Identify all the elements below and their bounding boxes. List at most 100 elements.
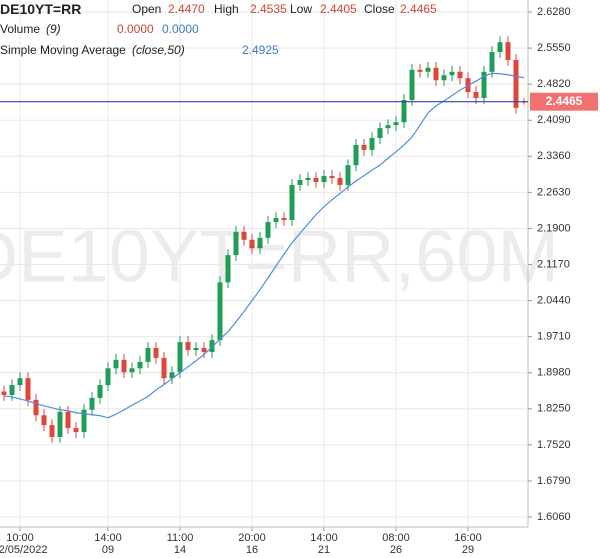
- candle-body: [289, 184, 295, 221]
- candle-body: [409, 69, 415, 100]
- candle-body: [65, 411, 71, 429]
- candle-body: [457, 71, 463, 79]
- candle-body: [185, 342, 191, 350]
- candle-body: [161, 357, 167, 379]
- candle-body: [209, 340, 215, 352]
- watermark: DE10YT=RR,60M: [0, 215, 559, 298]
- candle-body: [321, 176, 327, 182]
- x-tick-label: 14:00: [94, 532, 122, 544]
- low-value: 2.4405: [320, 2, 357, 16]
- low-label: Low: [290, 2, 313, 16]
- candle-body: [57, 411, 63, 437]
- y-tick-label: 1.7520: [537, 439, 571, 451]
- volume-param: (9): [46, 22, 61, 36]
- candle-body: [473, 92, 479, 98]
- y-tick-label: 2.2630: [537, 186, 571, 198]
- candle-body: [33, 399, 39, 416]
- candle-body: [489, 52, 495, 72]
- candle-body: [481, 71, 487, 98]
- candle-body: [241, 231, 247, 240]
- y-tick-label: 1.6060: [537, 511, 571, 523]
- candle-body: [81, 409, 87, 433]
- y-tick-label: 1.8250: [537, 403, 571, 415]
- candle-body: [393, 122, 399, 126]
- y-tick-label: 2.5550: [537, 42, 571, 54]
- candle-body: [273, 218, 279, 223]
- candle-body: [353, 144, 359, 166]
- y-tick-label: 2.0440: [537, 294, 571, 306]
- candle-body: [513, 59, 519, 108]
- x-tick-label: 14:00: [310, 532, 338, 544]
- y-tick-label: 1.8980: [537, 367, 571, 379]
- high-label: High: [214, 2, 239, 16]
- x-tick-date: 21: [318, 544, 330, 556]
- candle-body: [73, 428, 79, 433]
- candle-body: [201, 348, 207, 352]
- candle-body: [193, 348, 199, 350]
- sma-param: (close,50): [132, 43, 185, 57]
- high-value: 2.4535: [250, 2, 287, 16]
- candle-body: [225, 255, 231, 283]
- candle-body: [329, 176, 335, 179]
- candle-body: [449, 71, 455, 76]
- candle-body: [313, 178, 319, 182]
- volume-value: 0.0000: [117, 22, 154, 36]
- candle-body: [417, 69, 423, 72]
- candle-body: [377, 128, 383, 139]
- open-value: 2.4470: [168, 2, 205, 16]
- x-tick-label: 08:00: [382, 532, 410, 544]
- sma-line: [3, 72, 525, 419]
- candle-body: [105, 368, 111, 386]
- candle-body: [385, 125, 391, 129]
- y-tick-label: 2.4090: [537, 114, 571, 126]
- sma-label: Simple Moving Average: [0, 43, 126, 57]
- candle-body: [145, 348, 151, 362]
- volume-value: 0.0000: [162, 22, 199, 36]
- candle-body: [113, 359, 119, 369]
- candle-body: [137, 361, 143, 369]
- candle-body: [217, 282, 223, 341]
- candle-body: [249, 239, 255, 249]
- candle-body: [1, 391, 7, 395]
- candle-body: [337, 178, 343, 185]
- x-tick-date: 12/05/2022: [0, 544, 48, 556]
- candle-body: [41, 415, 47, 426]
- x-tick-date: 14: [174, 544, 186, 556]
- candle-body: [9, 385, 15, 395]
- y-tick-label: 2.3360: [537, 150, 571, 162]
- y-tick-label: 2.1170: [537, 258, 570, 270]
- candle-body: [121, 359, 127, 373]
- volume-label: Volume: [0, 22, 41, 36]
- candle-body: [401, 99, 407, 123]
- candle-body: [265, 222, 271, 238]
- candle-body: [297, 180, 303, 185]
- x-tick-label: 16:00: [454, 532, 482, 544]
- x-tick-label: 20:00: [238, 532, 266, 544]
- candle-body: [361, 144, 367, 150]
- open-label: Open: [132, 2, 162, 16]
- y-tick-label: 2.6280: [537, 6, 571, 18]
- x-tick-date: 16: [246, 544, 258, 556]
- close-label: Close: [364, 2, 395, 16]
- candle-body: [177, 342, 183, 373]
- candle-body: [505, 42, 511, 60]
- candle-body: [89, 397, 95, 410]
- y-tick-label: 1.9710: [537, 331, 571, 343]
- candle-body: [369, 138, 375, 150]
- x-tick-date: 26: [390, 544, 402, 556]
- candle-body: [441, 75, 447, 81]
- close-value: 2.4465: [400, 2, 437, 16]
- candle-body: [425, 67, 431, 72]
- candle-body: [153, 348, 159, 358]
- x-tick-date: 09: [102, 544, 114, 556]
- y-tick-label: 2.4820: [537, 78, 571, 90]
- candle-body: [433, 67, 439, 81]
- y-tick-label: 1.6790: [537, 475, 571, 487]
- candle-body: [345, 165, 351, 185]
- candle-body: [25, 378, 31, 400]
- last-price-tag: [530, 92, 598, 111]
- candle-body: [129, 368, 135, 373]
- candle-body: [97, 385, 103, 398]
- candle-body: [497, 42, 503, 53]
